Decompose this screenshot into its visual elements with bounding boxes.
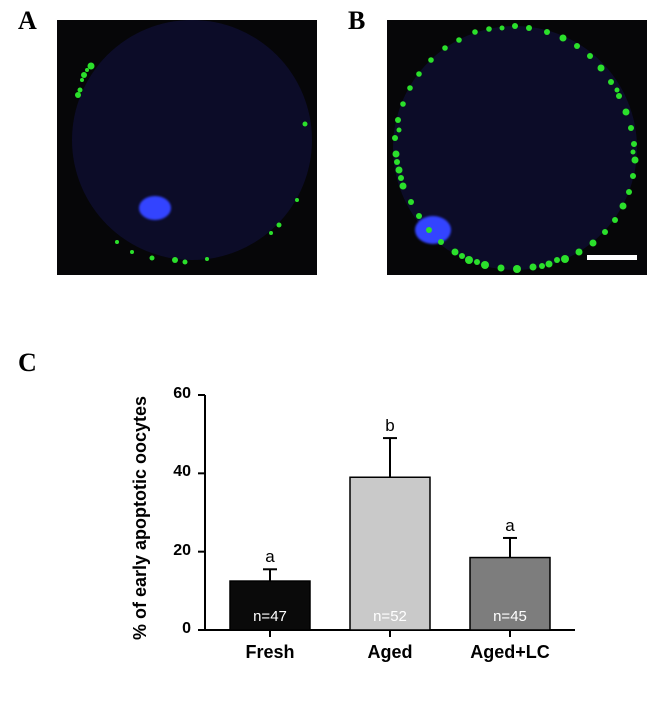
n-label: n=47 (230, 608, 310, 625)
significance-label: b (380, 416, 400, 436)
significance-label: a (260, 547, 280, 567)
y-axis-label: % of early apoptotic oocytes (130, 396, 151, 640)
bar-chart: % of early apoptotic oocytes 0 20 40 60 Fres… (75, 375, 615, 705)
micrograph-b (387, 20, 647, 275)
y-tick-label: 0 (163, 620, 191, 638)
micrograph-a (57, 20, 317, 275)
n-label: n=45 (470, 608, 550, 625)
y-tick-label: 40 (163, 463, 191, 481)
y-tick-label: 20 (163, 542, 191, 560)
category-label: Fresh (215, 642, 325, 663)
significance-label: a (500, 516, 520, 536)
category-label: Aged (335, 642, 445, 663)
panel-label-c: C (18, 348, 37, 378)
panel-label-a: A (18, 6, 37, 36)
panel-label-b: B (348, 6, 365, 36)
y-tick-label: 60 (163, 385, 191, 403)
micrograph-a-svg (57, 20, 317, 275)
figure-root: A B C % of early apoptotic oocytes 0 20 40… (0, 0, 666, 723)
category-label: Aged+LC (455, 642, 565, 663)
micrograph-b-svg (387, 20, 647, 275)
n-label: n=52 (350, 608, 430, 625)
